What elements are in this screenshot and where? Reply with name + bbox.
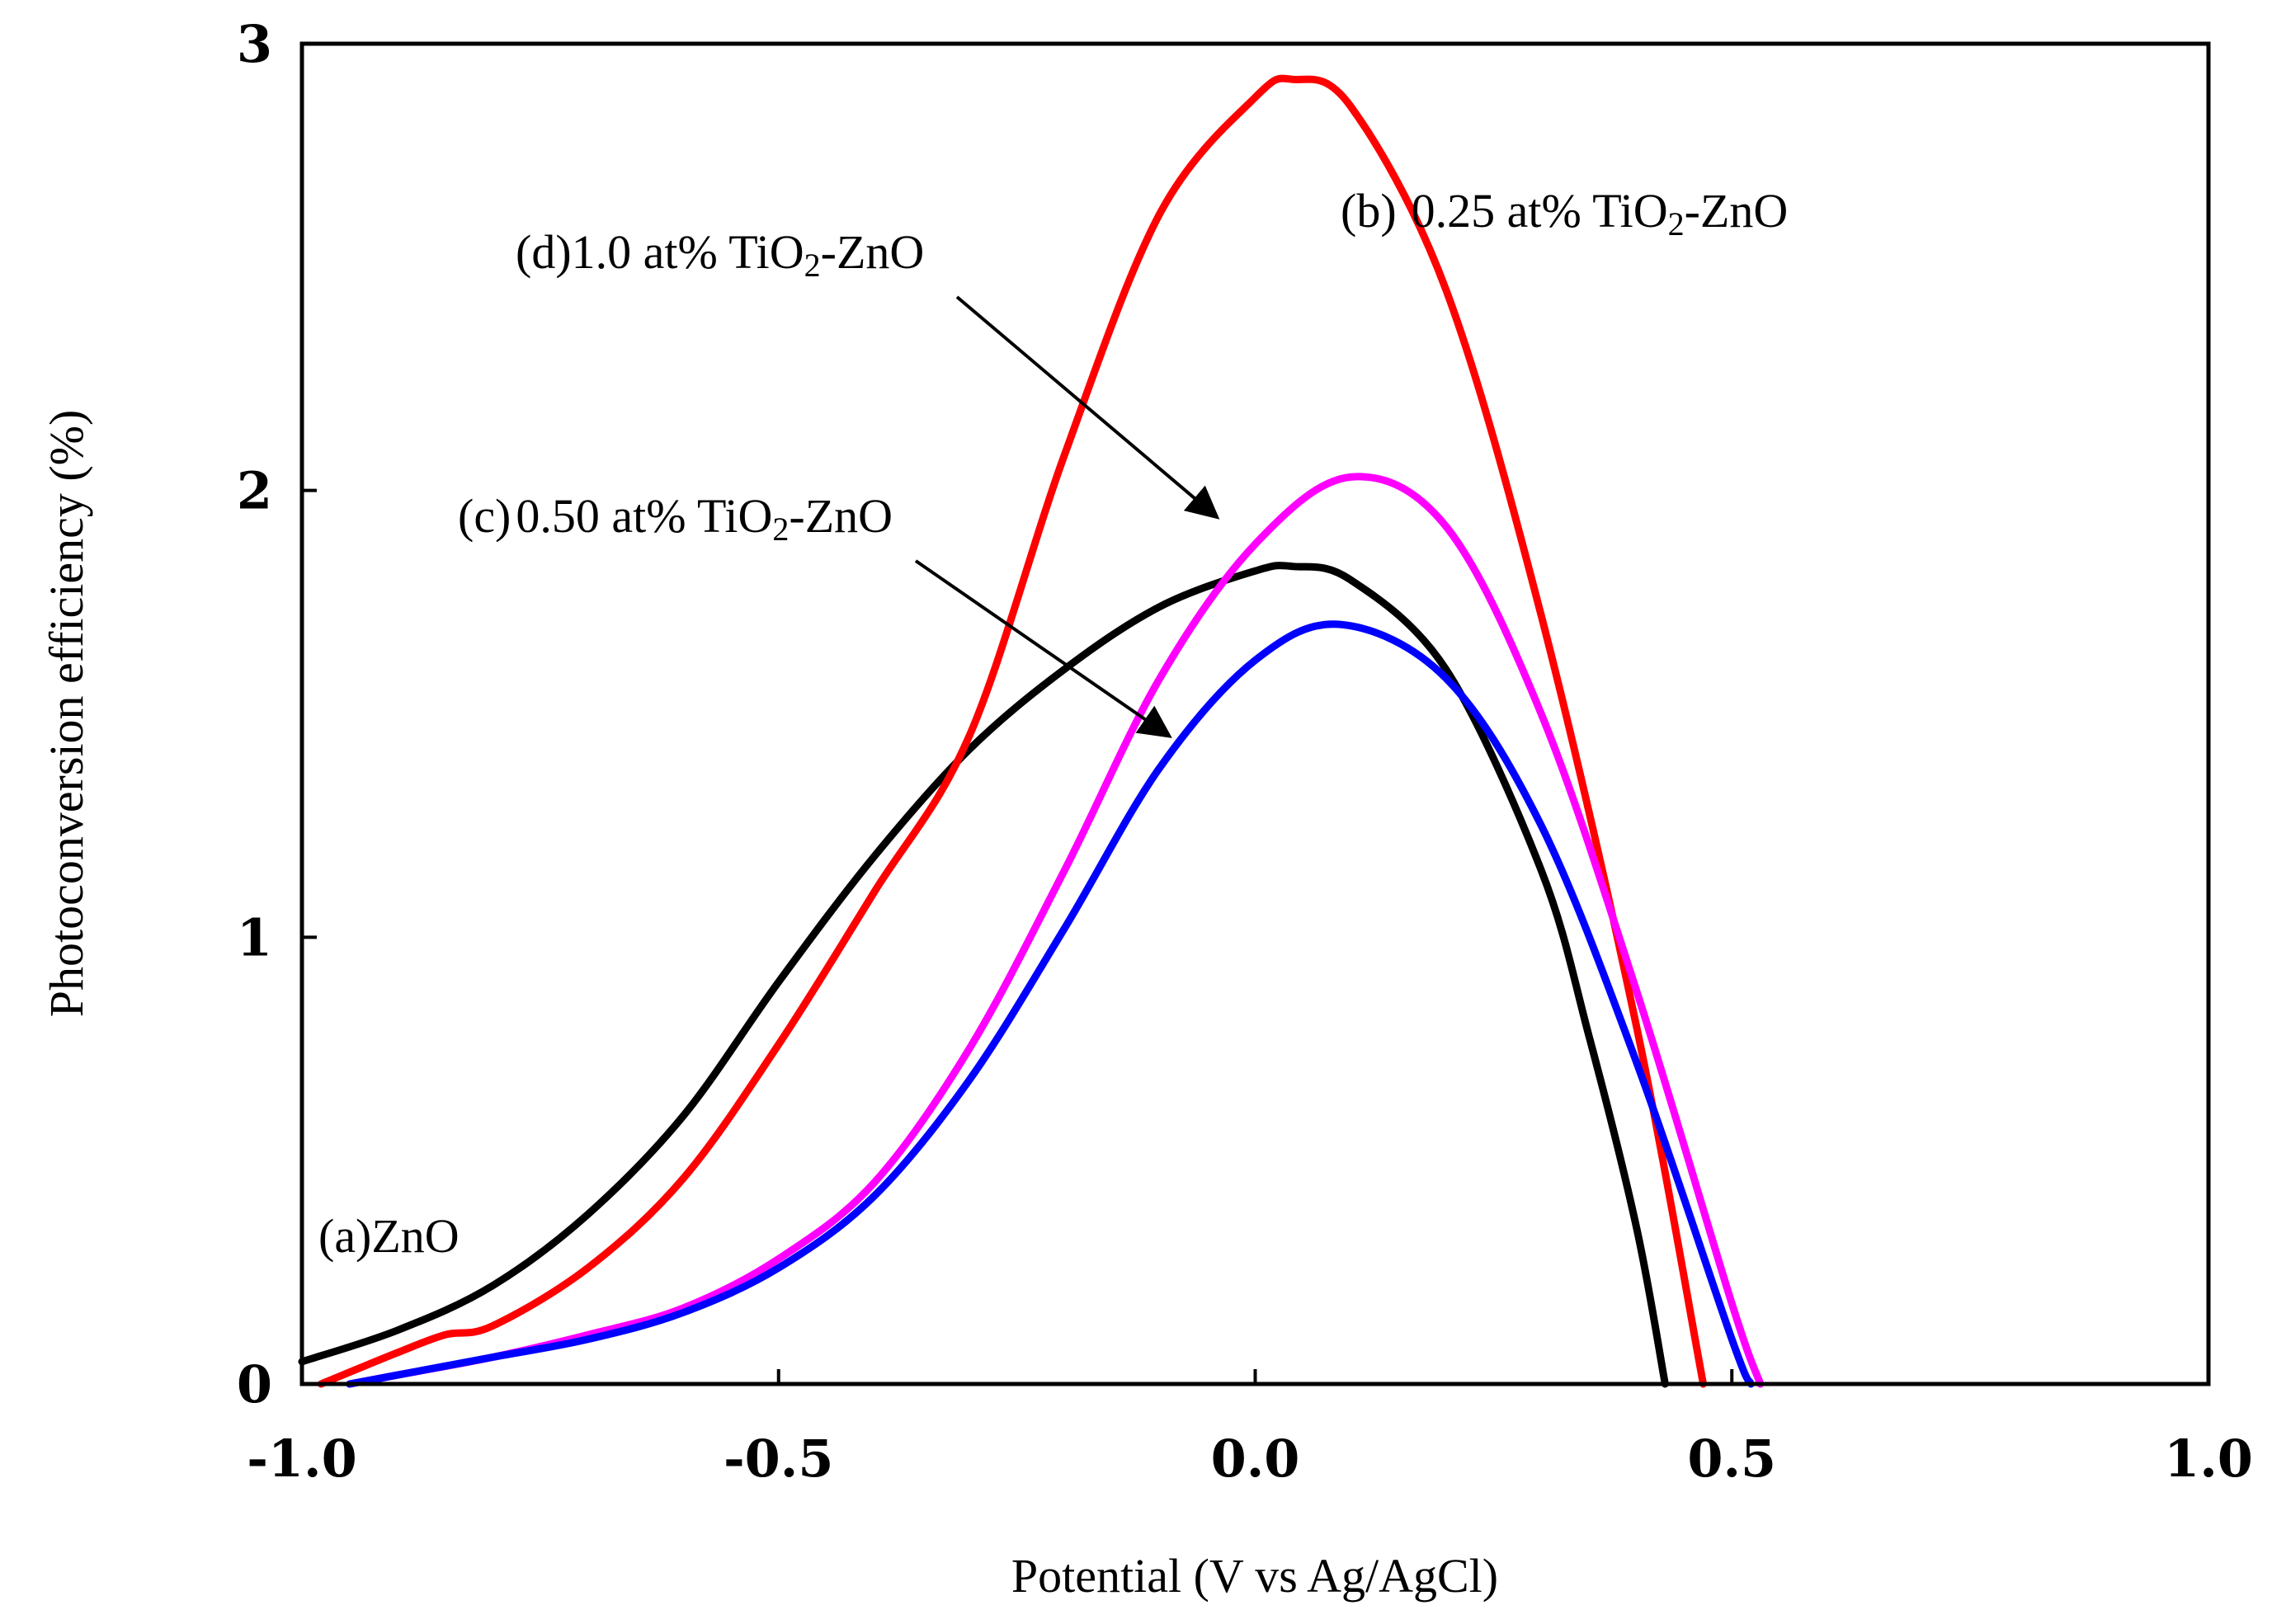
series-group bbox=[298, 74, 1765, 1388]
annotation-d-subscript: 2 bbox=[804, 247, 821, 284]
annotation-c: (c) 0.50 at% TiO2-ZnO bbox=[458, 489, 893, 548]
annotation-c-arrow bbox=[914, 559, 1172, 738]
annotation-c-prefix: (c) bbox=[458, 489, 511, 543]
annotation-a: (a)ZnO bbox=[318, 1209, 460, 1263]
annotation-b-text: 0.25 at% TiO bbox=[1412, 184, 1668, 238]
y-tick-label: 0 bbox=[237, 1354, 272, 1415]
series-line-c-0-50-at-tio2-zno bbox=[346, 620, 1755, 1388]
x-tick-label: -0.5 bbox=[724, 1429, 834, 1489]
annotation-a-prefix: (a) bbox=[318, 1209, 371, 1263]
annotation-d-tail: -ZnO bbox=[821, 225, 925, 279]
annotation-c-tail: -ZnO bbox=[789, 489, 893, 543]
annotation-b-prefix: (b) bbox=[1341, 184, 1397, 238]
x-tick-label: -1.0 bbox=[247, 1429, 357, 1489]
annotation-d-text: 1.0 at% TiO bbox=[572, 225, 804, 279]
y-axis-title: Photoconversion efficiency (%) bbox=[40, 410, 93, 1018]
x-tick-label: 0.5 bbox=[1687, 1429, 1776, 1489]
x-tick-label: 0.0 bbox=[1211, 1429, 1300, 1489]
series-line-b-0-25-at-tio2-zno bbox=[317, 74, 1708, 1388]
series-line-a-zno bbox=[298, 562, 1669, 1388]
annotation-a-text: ZnO bbox=[371, 1209, 459, 1263]
annotation-d: (d)1.0 at% TiO2-ZnO bbox=[516, 225, 924, 284]
x-axis-ticks: -1.0 -0.5 0.0 0.5 1.0 bbox=[247, 1369, 2253, 1489]
x-axis-title: Potential (V vs Ag/AgCl) bbox=[1011, 1549, 1498, 1603]
y-tick-label: 1 bbox=[237, 907, 272, 967]
annotation-d-arrow bbox=[955, 295, 1220, 520]
annotation-b-tail: -ZnO bbox=[1685, 184, 1789, 238]
annotation-b-subscript: 2 bbox=[1668, 205, 1685, 242]
x-tick-label: 1.0 bbox=[2164, 1429, 2253, 1489]
y-axis-ticks: 0 1 2 3 bbox=[237, 14, 317, 1415]
annotation-d-prefix: (d) bbox=[516, 225, 572, 279]
annotation-b: (b) 0.25 at% TiO2-ZnO bbox=[1341, 184, 1788, 242]
annotation-c-text: 0.50 at% TiO bbox=[516, 489, 772, 543]
annotation-c-subscript: 2 bbox=[772, 511, 789, 548]
y-tick-label: 2 bbox=[237, 461, 272, 521]
series-line-d-1-0-at-tio2-zno bbox=[346, 473, 1765, 1388]
y-tick-label: 3 bbox=[237, 14, 272, 74]
